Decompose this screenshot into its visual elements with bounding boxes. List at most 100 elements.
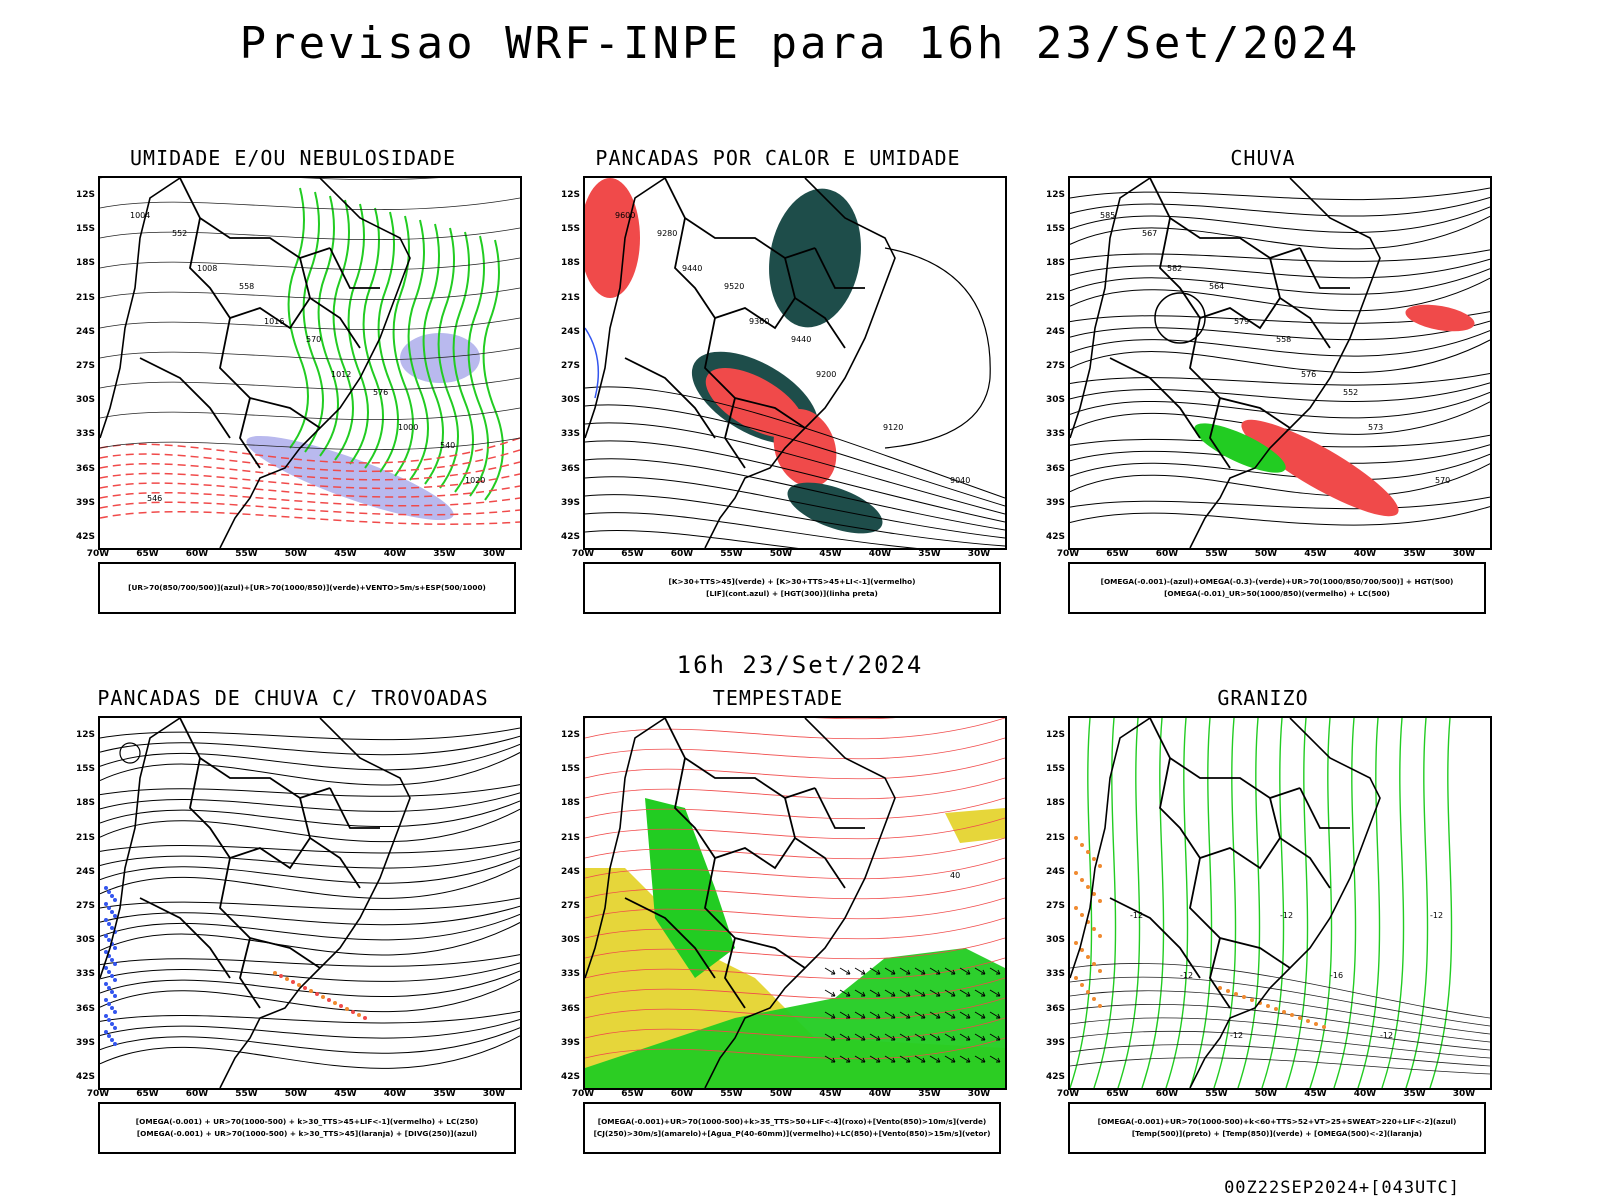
- streamline: [585, 718, 1005, 740]
- map-chuva: 585 582 579 576 573 570 567 564 558 552: [1068, 176, 1492, 550]
- hgt300-contour: [585, 404, 1005, 507]
- contour-label: -12: [1380, 1031, 1393, 1040]
- lat-tick-label: 30S: [75, 935, 95, 946]
- wind-vector: [989, 967, 1001, 975]
- divergence-blue-dot: [110, 974, 114, 978]
- wind-vector: [914, 1055, 926, 1063]
- lon-tick-label: 30W: [482, 1089, 506, 1099]
- lon-tick-label: 45W: [819, 1089, 842, 1099]
- lat-tick-label: 33S: [560, 969, 580, 980]
- streamline: [100, 1035, 520, 1069]
- caption-line: [OMEGA(-0.001)+UR>70(1000-500)+k<60+TTS>…: [1097, 1117, 1457, 1126]
- panel-title: PANCADAS POR CALOR E UMIDADE: [595, 146, 961, 170]
- pressure-contour: [100, 178, 439, 181]
- omega-orange-dot: [1282, 1010, 1286, 1014]
- lon-tick-label: 70W: [1056, 549, 1080, 559]
- lat-tick-label: 36S: [75, 1003, 95, 1014]
- contour-label: 564: [1209, 282, 1224, 291]
- lat-tick-label: 18S: [1045, 258, 1065, 269]
- wind-green-area: [585, 948, 1005, 1088]
- wind-vector: [944, 967, 956, 975]
- omega-orange-dot: [1074, 871, 1078, 875]
- pressure-contour: [100, 377, 520, 391]
- hgt300-contour: [585, 440, 1005, 523]
- lat-tick-label: 21S: [1045, 292, 1065, 303]
- streamline: [100, 865, 520, 899]
- caption-line: [LIF](cont.azul) + [HGT(300)](linha pret…: [706, 589, 878, 598]
- panel-title: CHUVA: [1230, 146, 1296, 170]
- panel-umidade: UMIDADE E/OU NEBULOSIDADE 1004 1008 1016 10…: [53, 146, 533, 626]
- caption-line: [K>30+TTS>45](verde) + [K>30+TTS>45+LI<-…: [668, 577, 916, 586]
- lat-tick-label: 42S: [1045, 1072, 1065, 1082]
- omega-orange-dot: [1306, 1019, 1310, 1023]
- lon-tick-label: 30W: [1452, 549, 1476, 559]
- humidity-green-contour: [407, 219, 429, 481]
- temp850-contour: [1261, 718, 1285, 1088]
- panel-title: TEMPESTADE: [712, 686, 844, 710]
- contour-label: 1020: [465, 476, 485, 485]
- lat-tick-label: 15S: [560, 764, 580, 775]
- omega-orange-dot: [1086, 885, 1090, 889]
- country-border: [1159, 757, 1281, 870]
- wind-vector: [839, 1055, 851, 1063]
- convection-dot: [285, 977, 289, 981]
- lon-tick-label: 35W: [1403, 549, 1426, 559]
- omega-orange-dot: [1092, 997, 1096, 1001]
- streamline: [100, 784, 520, 797]
- omega-orange-dot: [1290, 1013, 1294, 1017]
- humidity-green-contour: [347, 203, 369, 465]
- divergence-blue-dot: [107, 938, 111, 942]
- wind-vector: [824, 989, 836, 997]
- omega-orange-dot: [1080, 878, 1084, 882]
- wind-vector: [884, 1033, 896, 1041]
- contour-label: 1000: [398, 423, 418, 432]
- streamline: [1070, 187, 1490, 201]
- temp850-contour: [1405, 718, 1429, 1088]
- streamline: [100, 1019, 520, 1039]
- country-border: [329, 787, 380, 829]
- country-border: [1209, 937, 1231, 1009]
- temp850-contour: [1429, 718, 1453, 1088]
- streamline: [585, 837, 1005, 860]
- lat-tick-label: 42S: [75, 1072, 95, 1082]
- country-border: [1299, 247, 1350, 289]
- convection-dot: [273, 971, 277, 975]
- streamline: [1070, 463, 1490, 497]
- lat-tick-label: 36S: [560, 1003, 580, 1014]
- country-border: [139, 357, 231, 439]
- streamline: [585, 897, 1005, 920]
- country-border: [1209, 397, 1231, 469]
- precip-green-area: [1194, 423, 1286, 473]
- lon-tick-label: 70W: [86, 549, 110, 559]
- lat-tick-label: 18S: [1045, 798, 1065, 809]
- lat-tick-label: 39S: [560, 497, 580, 508]
- wind-vector: [884, 967, 896, 975]
- contour-label: 582: [1167, 264, 1182, 273]
- lat-tick-label: 24S: [75, 866, 95, 877]
- country-border: [724, 937, 746, 1009]
- streamline: [100, 792, 520, 812]
- wind-vector: [914, 1011, 926, 1019]
- divergence-blue-dot: [113, 914, 117, 918]
- lat-tick-label: 18S: [75, 258, 95, 269]
- contour-label: 9600: [615, 211, 635, 220]
- map-layer: -12 -12 -12 -12 -16 -12 -12: [1070, 718, 1490, 1088]
- omega-orange-dot: [1234, 992, 1238, 996]
- divergence-blue-dot: [110, 894, 114, 898]
- contour-label: 558: [239, 282, 254, 291]
- divergence-blue-dot: [104, 886, 108, 890]
- lat-tick-label: 27S: [75, 901, 95, 911]
- convection-dot: [279, 974, 283, 978]
- temp500-contour: [1070, 1030, 1490, 1059]
- streamline: [100, 913, 520, 941]
- wind-vector: [884, 1011, 896, 1019]
- country-border: [239, 397, 261, 469]
- panel-title: GRANIZO: [1217, 686, 1309, 710]
- omega-orange-dot: [1092, 857, 1096, 861]
- lat-tick-label: 12S: [75, 730, 95, 740]
- country-border: [1109, 357, 1201, 439]
- lat-tick-label: 12S: [1045, 730, 1065, 740]
- omega-orange-dot: [1080, 983, 1084, 987]
- lat-tick-label: 24S: [1045, 326, 1065, 337]
- wind-vector: [989, 1011, 1001, 1019]
